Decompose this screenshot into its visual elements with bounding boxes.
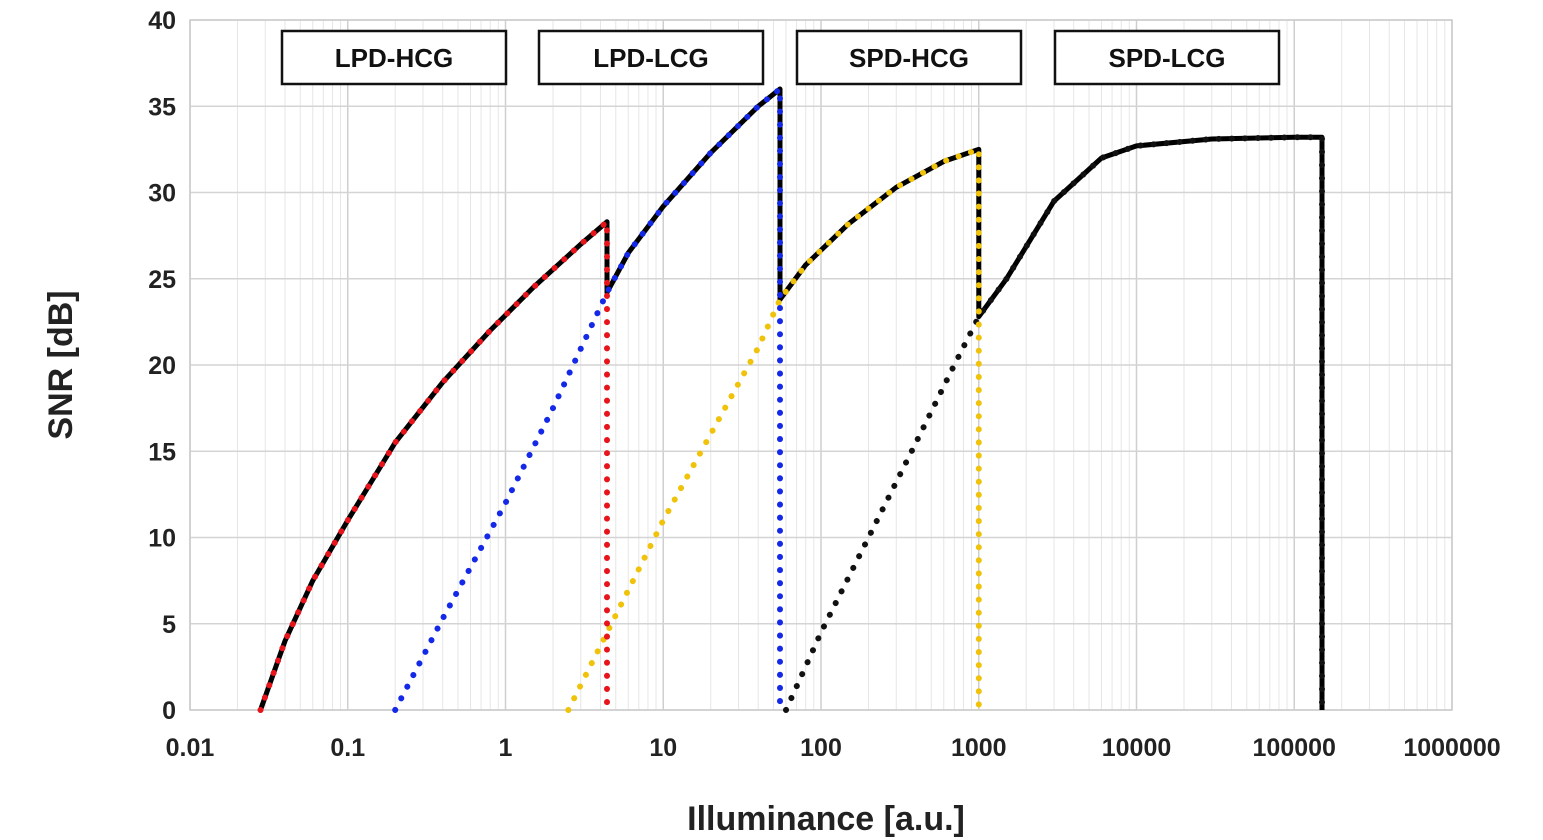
region-label-text: SPD-LCG bbox=[1109, 43, 1226, 73]
dotted-series-line bbox=[257, 218, 610, 713]
x-tick-label: 1000000 bbox=[1403, 734, 1500, 762]
x-axis-title: Illuminance [a.u.] bbox=[687, 800, 965, 838]
x-tick-label: 10000 bbox=[1102, 734, 1172, 762]
x-tick-label: 10 bbox=[649, 734, 677, 762]
region-label-text: LPD-LCG bbox=[593, 43, 709, 73]
x-tick-label: 100000 bbox=[1253, 734, 1336, 762]
y-tick-label: 0 bbox=[162, 697, 176, 725]
x-tick-label: 100 bbox=[800, 734, 842, 762]
y-tick-label: 25 bbox=[148, 266, 176, 294]
x-tick-label: 0.1 bbox=[330, 734, 365, 762]
major-gridlines bbox=[189, 19, 1453, 711]
region-label-frame bbox=[1053, 29, 1281, 86]
region-label-box: SPD-LCG bbox=[1053, 29, 1281, 86]
y-tick-label: 20 bbox=[148, 352, 176, 380]
solid-series-line bbox=[258, 86, 1325, 711]
region-label-text: LPD-HCG bbox=[335, 43, 453, 73]
region-label-frame bbox=[795, 29, 1023, 86]
region-label-box: LPD-HCG bbox=[280, 29, 508, 86]
dotted-series-line bbox=[783, 134, 1325, 713]
x-tick-label: 0.01 bbox=[166, 734, 215, 762]
y-tick-label: 40 bbox=[148, 7, 176, 35]
region-label-frame bbox=[537, 29, 765, 86]
region-label-box: SPD-HCG bbox=[795, 29, 1023, 86]
dotted-series-line bbox=[392, 86, 783, 713]
y-tick-label: 30 bbox=[148, 180, 176, 208]
region-labels: LPD-HCG LPD-LCG SPD-HCG SPD-LCG bbox=[280, 29, 1281, 86]
region-label-frame bbox=[280, 29, 508, 86]
dotted-series-line bbox=[565, 146, 982, 713]
x-tick-label: 1 bbox=[499, 734, 513, 762]
y-tick-label: 10 bbox=[148, 525, 176, 553]
x-tick-labels: 0.01 0.1 1 10 100 1000 10000 100000 1000000 bbox=[166, 734, 1501, 762]
y-tick-labels: 0 5 10 15 20 25 30 35 40 bbox=[148, 7, 176, 725]
y-tick-label: 5 bbox=[162, 611, 176, 639]
y-tick-label: 35 bbox=[148, 93, 176, 121]
region-label-text: SPD-HCG bbox=[849, 43, 969, 73]
plot-area-frame bbox=[189, 19, 1453, 711]
y-tick-label: 15 bbox=[148, 438, 176, 466]
plot-border bbox=[189, 19, 1453, 711]
x-tick-label: 1000 bbox=[951, 734, 1007, 762]
region-label-box: LPD-LCG bbox=[537, 29, 765, 86]
y-axis-title: SNR [dB] bbox=[42, 290, 80, 439]
series-layer bbox=[257, 86, 1325, 713]
